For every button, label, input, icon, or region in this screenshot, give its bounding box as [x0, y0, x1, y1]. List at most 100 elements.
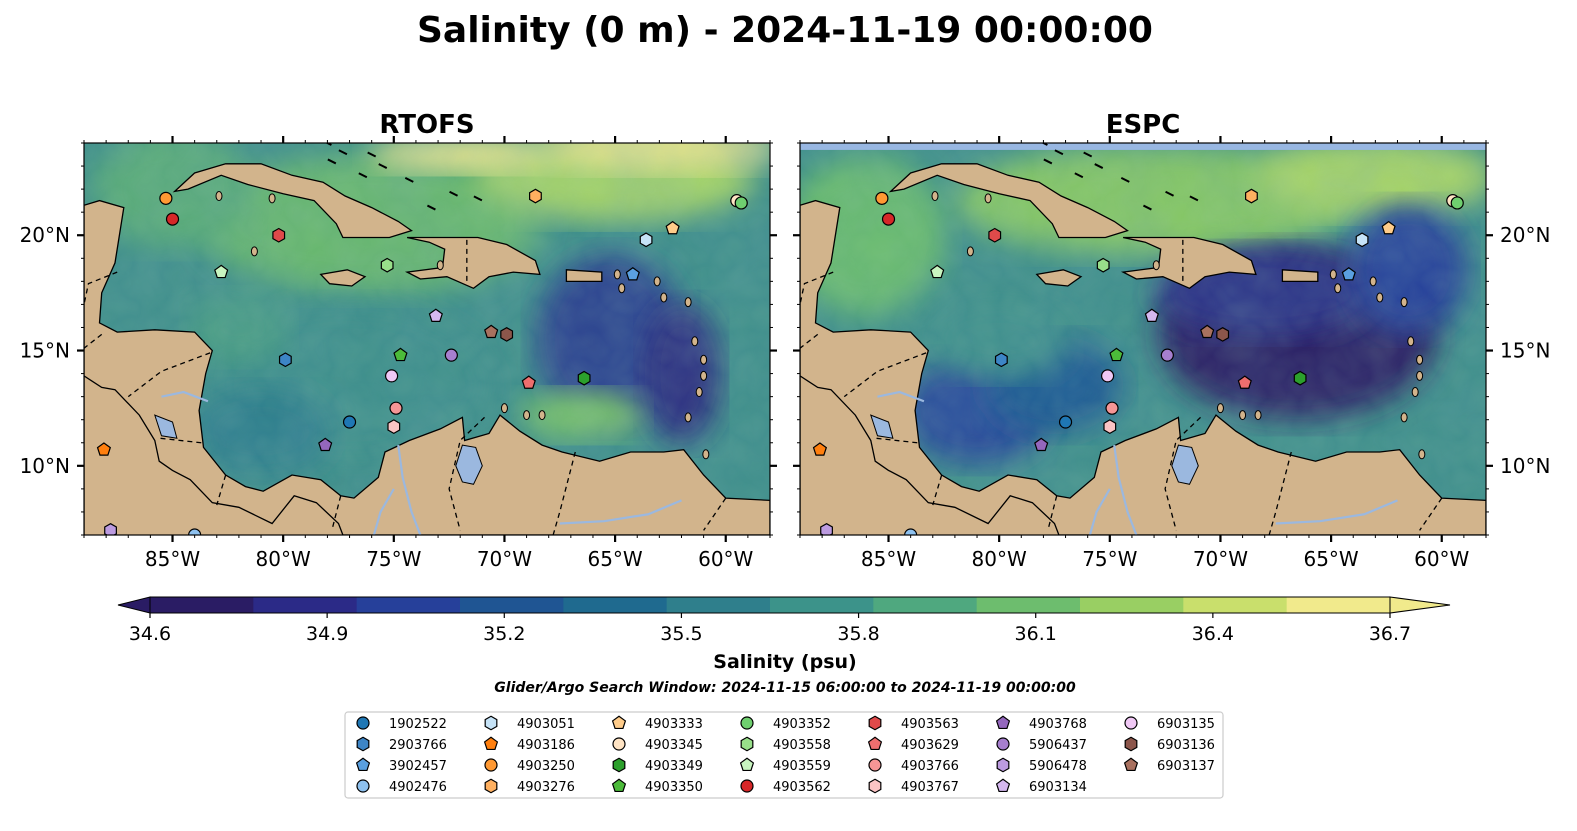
lat-tick-label: 20°N [1500, 223, 1550, 247]
lon-tick-label: 65°W [587, 547, 642, 571]
legend-label: 1902522 [389, 717, 447, 732]
colorbar-tick-label: 35.2 [483, 623, 525, 645]
legend-label: 4903767 [901, 780, 959, 795]
colorbar-segment [150, 597, 254, 613]
lon-tick-label: 85°W [861, 547, 916, 571]
legend-item: 4903563 [868, 715, 959, 732]
lon-tick-label: 75°W [366, 547, 421, 571]
platform-markers [812, 188, 1464, 535]
lat-tick-label: 20°N [20, 223, 70, 247]
platform-4903352-marker [734, 196, 748, 210]
legend-marker [484, 715, 498, 731]
platform-4902476-marker [904, 528, 918, 535]
legend-label: 4903345 [645, 738, 703, 753]
colorbar-tick-label: 36.4 [1192, 623, 1234, 645]
colorbar-segment [770, 597, 874, 613]
platform-4903768-marker [318, 437, 333, 452]
legend-label: 5906478 [1029, 759, 1087, 774]
legend-marker [995, 778, 1011, 793]
platform-2903766-marker [278, 352, 292, 368]
legend-label: 6903136 [1157, 738, 1215, 753]
legend-marker [356, 716, 370, 730]
legend-marker [612, 737, 626, 751]
jamaica-landmass [319, 269, 367, 287]
legend-item: 4903352 [740, 716, 831, 732]
legend-marker [868, 778, 882, 794]
platform-4903629-marker [1237, 375, 1252, 389]
legend-item: 4903629 [867, 736, 959, 753]
legend-item: 3902457 [355, 757, 447, 774]
colorbar-tick-label: 35.5 [660, 623, 702, 645]
lon-tick-label: 70°W [1193, 547, 1248, 571]
colorbar-segment [1286, 597, 1391, 613]
map-frame [799, 142, 1487, 536]
platform-5906437-marker [444, 348, 458, 362]
legend-marker [611, 778, 627, 793]
legend-label: 4903562 [773, 780, 831, 795]
legend-item: 4903276 [484, 778, 575, 795]
legend-label: 4903276 [517, 780, 575, 795]
lon-tick-label: 60°W [698, 547, 753, 571]
lon-tick-label: 80°W [972, 547, 1027, 571]
platform-4903629-marker [521, 375, 536, 389]
legend-item: 4903186 [483, 736, 575, 753]
legend-marker [356, 736, 370, 752]
legend-item: 6903136 [1124, 736, 1215, 753]
platform-4903051-marker [639, 232, 653, 248]
legend-item: 6903137 [1123, 757, 1215, 774]
legend-item: 4903333 [611, 715, 703, 732]
platform-5906478-marker [820, 522, 833, 535]
rtofs-map-panel: RTOFS 85°W 80°W 75°W 70°W 65°W 60°W 10°N 15°N 20°… [20, 110, 777, 571]
legend-label: 4903563 [901, 717, 959, 732]
platform-6903134-marker [428, 308, 443, 322]
platform-4903276-marker [1245, 188, 1258, 204]
lon-tick-label: 80°W [256, 547, 311, 571]
panel-title: ESPC [1106, 110, 1181, 140]
legend-label: 4903350 [645, 780, 703, 795]
platform-3902457-marker [625, 266, 640, 281]
legend-marker [868, 715, 882, 731]
legend-marker [996, 757, 1010, 773]
platform-5906437-marker [1160, 348, 1174, 362]
platform-6903136-marker [1216, 326, 1230, 342]
legend-item: 4903051 [484, 715, 575, 732]
legend-item: 4903766 [868, 758, 959, 774]
legend-label: 6903134 [1029, 780, 1087, 795]
platform-4903562-marker [165, 212, 180, 226]
legend-marker [1124, 716, 1138, 730]
lat-tick-label: 15°N [1500, 339, 1550, 363]
legend-label: 4903559 [773, 759, 831, 774]
legend-marker [611, 715, 627, 730]
platform-4902476-marker [188, 528, 202, 535]
legend-marker [740, 779, 754, 793]
legend-item: 4903767 [868, 778, 959, 795]
legend-marker [996, 737, 1010, 751]
legend-label: 5906437 [1029, 738, 1087, 753]
lat-tick-label: 10°N [1500, 454, 1550, 478]
legend-marker [740, 716, 754, 730]
platform-4903250-marker [875, 191, 889, 205]
legend-marker [356, 779, 370, 793]
legend-marker [739, 757, 755, 772]
platform-4903276-marker [529, 188, 542, 204]
legend-item: 1902522 [356, 716, 447, 732]
platform-4903766-marker [389, 401, 403, 415]
platform-4903186-marker [96, 442, 112, 456]
platform-1902522-marker [342, 415, 357, 429]
colorbar-label: Salinity (psu) [713, 651, 856, 673]
colorbar-tick-label: 35.8 [837, 623, 879, 645]
platform-4903767-marker [387, 419, 401, 435]
colorbar-tick-label: 34.6 [129, 623, 171, 645]
legend-marker [483, 736, 499, 751]
land [84, 143, 770, 535]
legend-label: 4903051 [517, 717, 575, 732]
legend-item: 4903350 [611, 778, 703, 795]
legend-label: 4902476 [389, 780, 447, 795]
platform-4903766-marker [1105, 401, 1119, 415]
platform-4903562-marker [881, 212, 896, 226]
platform-4903349-marker [1293, 370, 1307, 386]
platform-3902457-marker [1341, 266, 1356, 281]
legend-item: 6903135 [1124, 716, 1215, 732]
legend-marker [612, 757, 626, 773]
